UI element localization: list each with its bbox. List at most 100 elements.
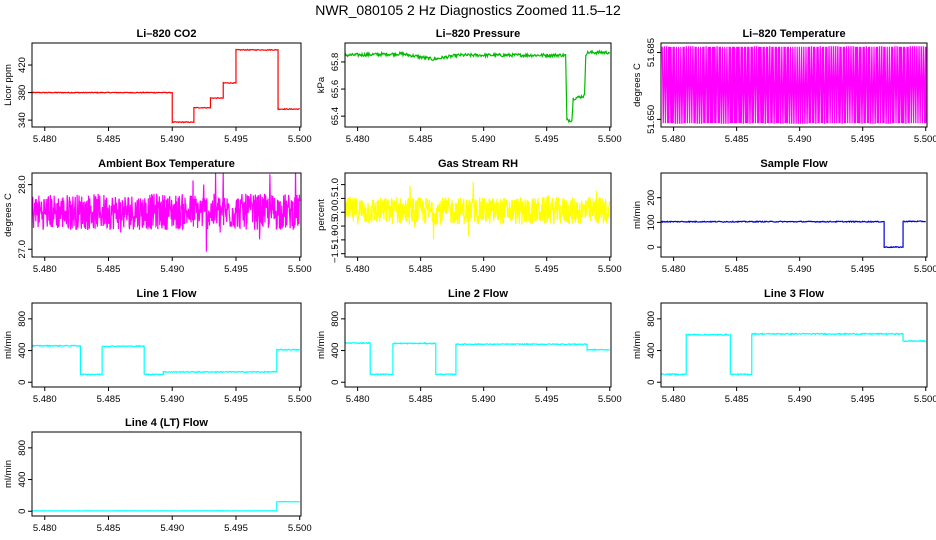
y-axis-label: ml/min <box>632 201 643 229</box>
data-series-line <box>32 501 300 512</box>
x-tick-label: 5.480 <box>662 134 686 145</box>
x-tick-label: 5.480 <box>33 264 57 275</box>
y-tick-label: 0 <box>646 380 657 385</box>
y-tick-label: 0 <box>330 380 341 385</box>
y-tick-label: 0.5 <box>330 192 341 205</box>
x-tick-label: 5.485 <box>725 394 749 405</box>
y-axis-label: degrees C <box>632 63 643 107</box>
y-tick-label: 28.0 <box>17 175 28 194</box>
figure-title: NWR_080105 2 Hz Diagnostics Zoomed 11.5–… <box>315 2 621 18</box>
plot-frame <box>344 172 612 258</box>
chart-title: Line 2 Flow <box>448 288 508 300</box>
y-tick-label: 0.0 <box>330 206 341 219</box>
chart-title: Li–820 Pressure <box>436 28 520 40</box>
x-tick-label: 5.485 <box>97 134 121 145</box>
data-series-line <box>32 173 301 252</box>
x-tick-label: 5.490 <box>788 394 812 405</box>
data-series-line <box>661 46 927 124</box>
x-tick-label: 5.500 <box>914 134 936 145</box>
x-tick-label: 5.490 <box>160 523 184 534</box>
panels: Li–820 CO2 5.480 5.485 5.490 5.495 5.500 340 38… <box>3 28 936 534</box>
x-tick-label: 5.500 <box>288 394 312 405</box>
y-tick-label: 27.0 <box>17 240 28 259</box>
chart-panel-9: Line 3 Flow 5.480 5.485 5.490 5.495 5.500 0 400… <box>632 288 936 405</box>
chart-panel-1: Li–820 CO2 5.480 5.485 5.490 5.495 5.500 340 38… <box>3 28 312 145</box>
chart-title: Line 3 Flow <box>764 288 824 300</box>
x-tick-label: 5.500 <box>288 264 312 275</box>
data-series-line <box>661 220 926 249</box>
y-axis-label: degrees C <box>3 193 14 237</box>
x-tick-label: 5.500 <box>598 264 622 275</box>
x-tick-label: 5.485 <box>725 134 749 145</box>
y-axis-label: ml/min <box>316 331 327 359</box>
x-tick-label: 5.490 <box>160 134 184 145</box>
data-series-line <box>345 49 611 124</box>
x-tick-label: 5.480 <box>346 134 370 145</box>
y-tick-label: 65.4 <box>330 107 341 126</box>
x-tick-label: 5.500 <box>598 394 622 405</box>
data-series-line <box>661 332 927 376</box>
data-series-line <box>32 344 300 376</box>
y-axis-label: Licor ppm <box>3 64 14 106</box>
y-tick-label: 100 <box>646 214 657 230</box>
plot-frame <box>31 302 302 388</box>
plot-frame <box>31 42 302 128</box>
x-tick-label: 5.485 <box>409 134 433 145</box>
x-tick-label: 5.495 <box>224 523 248 534</box>
y-tick-label: 380 <box>17 85 28 101</box>
x-tick-label: 5.480 <box>33 394 57 405</box>
x-tick-label: 5.490 <box>788 264 812 275</box>
y-tick-label: 1.0 <box>330 178 341 191</box>
plot-frame <box>344 302 612 388</box>
chart-panel-6: Sample Flow 5.480 5.485 5.490 5.495 5.500 0 100… <box>632 158 936 275</box>
x-tick-label: 5.495 <box>851 134 875 145</box>
y-axis-label: percent <box>316 199 327 231</box>
x-tick-label: 5.480 <box>662 264 686 275</box>
y-tick-label: 200 <box>646 190 657 206</box>
y-axis-label: ml/min <box>3 331 14 359</box>
chart-panel-8: Line 2 Flow 5.480 5.485 5.490 5.495 5.500 0 400… <box>316 288 622 405</box>
x-tick-label: 5.480 <box>33 134 57 145</box>
plot-frame <box>344 42 612 128</box>
x-tick-label: 5.485 <box>409 394 433 405</box>
y-tick-label: 51.685 <box>646 38 657 67</box>
chart-panel-5: Gas Stream RH 5.480 5.485 5.490 5.495 5.500 −1… <box>316 158 622 275</box>
x-tick-label: 5.480 <box>33 523 57 534</box>
chart-panel-2: Li–820 Pressure 5.480 5.485 5.490 5.495 5.500… <box>316 28 622 145</box>
chart-title: Li–820 CO2 <box>137 28 197 40</box>
y-tick-label: 800 <box>646 311 657 327</box>
x-tick-label: 5.490 <box>472 264 496 275</box>
x-tick-label: 5.500 <box>288 134 312 145</box>
x-tick-label: 5.495 <box>535 394 559 405</box>
y-tick-label: 340 <box>17 112 28 128</box>
x-tick-label: 5.485 <box>97 394 121 405</box>
plot-frame <box>660 302 928 388</box>
x-tick-label: 5.500 <box>914 394 936 405</box>
plot-frame <box>31 431 302 517</box>
y-tick-label: 400 <box>17 472 28 488</box>
y-tick-label: 0 <box>646 244 657 249</box>
data-series-line <box>345 181 611 240</box>
y-tick-label: −0.5 <box>330 217 341 236</box>
x-tick-label: 5.495 <box>535 134 559 145</box>
x-tick-label: 5.500 <box>288 523 312 534</box>
y-tick-label: 800 <box>17 440 28 456</box>
chart-panel-4: Ambient Box Temperature 5.480 5.485 5.490 5.… <box>3 158 312 275</box>
x-tick-label: 5.485 <box>725 264 749 275</box>
y-tick-label: 0 <box>17 380 28 385</box>
y-tick-label: 800 <box>17 311 28 327</box>
x-tick-label: 5.490 <box>160 394 184 405</box>
x-tick-label: 5.485 <box>97 523 121 534</box>
plot-frame <box>660 42 928 128</box>
x-tick-label: 5.495 <box>851 394 875 405</box>
chart-title: Li–820 Temperature <box>742 28 845 40</box>
y-tick-label: 51.650 <box>646 105 657 134</box>
y-tick-label: 800 <box>330 311 341 327</box>
data-series-line <box>345 341 610 376</box>
x-tick-label: 5.490 <box>788 134 812 145</box>
x-tick-label: 5.480 <box>662 394 686 405</box>
y-tick-label: 400 <box>646 343 657 359</box>
y-tick-label: 420 <box>17 57 28 73</box>
plot-frame <box>31 172 302 258</box>
